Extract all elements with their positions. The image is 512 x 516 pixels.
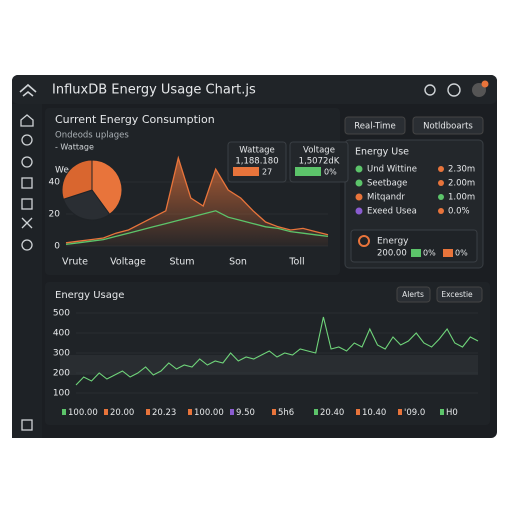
dashboards-button[interactable] xyxy=(412,116,484,135)
y-tick-label: 0 xyxy=(54,242,60,252)
row-dot xyxy=(355,207,363,215)
card-value: 1,188.180 xyxy=(235,157,278,167)
button-label[interactable]: Alerts xyxy=(402,290,424,299)
x-axis-label: Stum xyxy=(169,257,194,268)
legend-label: 100.00 xyxy=(68,408,98,418)
y-tick-label: 200 xyxy=(53,369,70,379)
row-value: 2.30m xyxy=(448,165,475,175)
x-axis-label: Voltage xyxy=(110,257,146,268)
row-value-dot xyxy=(438,194,444,200)
legend-swatch xyxy=(440,409,444,415)
legend-label: 9.50 xyxy=(236,408,255,418)
select-button[interactable] xyxy=(436,286,483,303)
card-title: Voltage xyxy=(303,146,335,156)
panel-title: Current Energy Consumption xyxy=(55,113,215,126)
legend-swatch xyxy=(272,409,276,415)
legend-label: 100.00 xyxy=(194,408,224,418)
card-badge-text: 27 xyxy=(262,168,272,177)
x-axis-label: Son xyxy=(229,257,247,268)
row-value-dot xyxy=(438,166,444,172)
row-value-dot xyxy=(438,180,444,186)
row-value: 1.00m xyxy=(448,193,475,203)
y-tick-label: 500 xyxy=(53,309,70,319)
row-label: Mitqandr xyxy=(367,193,405,203)
avatar[interactable] xyxy=(472,83,486,97)
legend: - Wattage xyxy=(55,143,94,152)
card-badge xyxy=(295,167,321,176)
legend-label: 20.23 xyxy=(152,408,176,418)
legend-label: '09.0 xyxy=(404,408,425,418)
legend-swatch xyxy=(356,409,360,415)
card-value: 1,5072dK xyxy=(299,157,340,167)
legend-swatch xyxy=(62,409,66,415)
alerts-button[interactable] xyxy=(396,286,431,303)
pie-slice xyxy=(62,189,111,221)
notification-dot xyxy=(481,80,489,88)
user-icon[interactable] xyxy=(424,84,436,96)
top-bar xyxy=(12,75,497,104)
legend-swatch xyxy=(230,409,234,415)
x-axis-label: Toll xyxy=(288,257,304,268)
app-title: InfluxDB Energy Usage Chart.js xyxy=(52,83,256,98)
legend-swatch xyxy=(188,409,192,415)
legend-label: 5h6 xyxy=(278,408,294,418)
row-label: Und Wittine xyxy=(367,165,417,175)
card-badge-text: 0% xyxy=(324,168,337,177)
badge-text: 0% xyxy=(423,249,436,258)
badge-text: 0% xyxy=(455,249,468,258)
badge xyxy=(443,249,453,257)
line xyxy=(65,155,329,244)
energy-ring xyxy=(358,235,370,247)
line xyxy=(65,210,329,246)
panel-title: Energy Usage xyxy=(55,290,124,301)
row-dot xyxy=(355,165,363,173)
y-tick-label: 100 xyxy=(53,389,70,399)
y-tick-label: 300 xyxy=(53,349,70,359)
band xyxy=(60,355,478,375)
row-value: 0.0% xyxy=(448,207,470,217)
sidebar xyxy=(12,104,42,438)
legend-label: H0 xyxy=(446,408,458,418)
line xyxy=(75,316,479,386)
badge xyxy=(411,249,421,257)
button-label[interactable]: Real-Time xyxy=(354,122,395,132)
realtime-button[interactable] xyxy=(344,116,406,135)
button-label[interactable]: Excestie xyxy=(441,290,473,299)
panel-title: Energy Use xyxy=(355,147,409,158)
legend-swatch xyxy=(104,409,108,415)
button-label[interactable]: Notldboarts xyxy=(423,122,473,132)
legend-label: 10.40 xyxy=(362,408,386,418)
row-dot xyxy=(355,179,363,187)
pie-slice xyxy=(61,159,93,200)
y-tick-label: 400 xyxy=(53,329,70,339)
card-title: Wattage xyxy=(239,146,275,156)
legend-label: 20.00 xyxy=(110,408,134,418)
card-badge xyxy=(233,167,259,176)
row-label: Seetbage xyxy=(367,179,407,189)
panel-subtitle: Ondeods uplages xyxy=(55,131,129,141)
sidebar-icons[interactable] xyxy=(20,114,34,431)
y-tick-label: 40 xyxy=(49,178,61,188)
legend-swatch xyxy=(314,409,318,415)
logo xyxy=(19,83,37,97)
y-axis-label: We xyxy=(55,166,69,176)
row-value-dot xyxy=(438,208,444,214)
pie-slice xyxy=(91,159,123,215)
panel-usage xyxy=(45,282,490,425)
row-value: 2.00m xyxy=(448,179,475,189)
legend-swatch xyxy=(146,409,150,415)
footer-value: 200.00 xyxy=(377,249,407,259)
footer-label: Energy xyxy=(377,237,409,247)
row-dot xyxy=(355,193,363,201)
y-tick-label: 20 xyxy=(49,210,61,220)
clock-icon[interactable] xyxy=(447,83,461,97)
x-axis-label: Vrute xyxy=(62,257,88,268)
legend-label: 20.40 xyxy=(320,408,344,418)
row-label: Exeed Usea xyxy=(367,207,417,217)
legend-swatch xyxy=(398,409,402,415)
